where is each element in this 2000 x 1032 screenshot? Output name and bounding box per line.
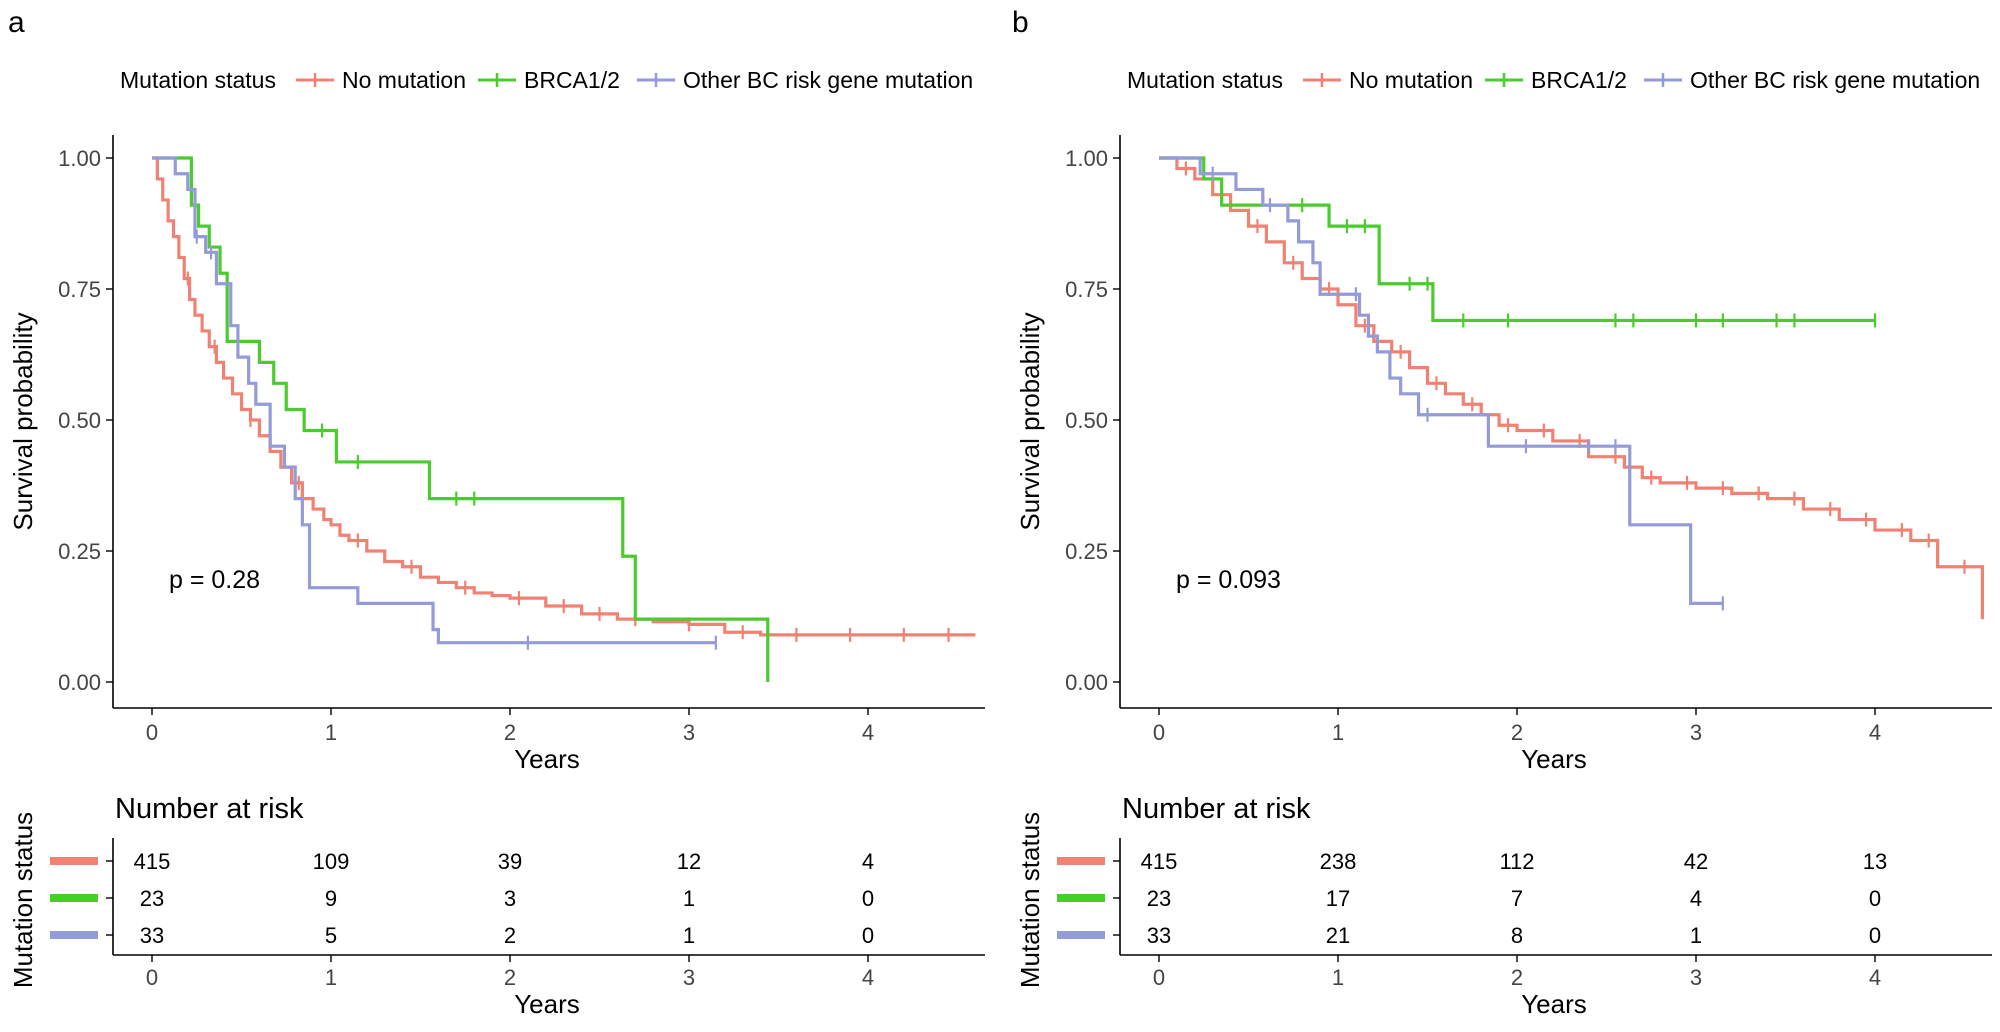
risk-x-tick-label: 1 [325,965,337,990]
risk-x-tick-label: 4 [862,965,874,990]
x-tick-label: 1 [325,720,337,745]
risk-count-no-mutation: 4 [862,849,874,874]
risk-count-other-bc: 1 [1690,923,1702,948]
km-curve-other-bc [1159,156,1723,605]
y-tick-label: 0.25 [58,539,101,564]
panel-a-letter: a [8,6,25,39]
y-tick-label: 1.00 [1065,146,1108,171]
panel-a: a Mutation status No mutation BRCA1/2 Other… [8,6,985,1019]
risk-count-no-mutation: 238 [1320,849,1357,874]
risk-count-no-mutation: 39 [498,849,522,874]
legend-label-brca: BRCA1/2 [1531,67,1627,93]
x-tick-label: 4 [862,720,874,745]
risk-count-other-bc: 1 [683,923,695,948]
risk-count-no-mutation: 112 [1499,849,1534,874]
risk-count-brca: 23 [140,886,164,911]
risk-x-tick-label: 2 [1511,965,1523,990]
y-tick-label: 0.00 [1065,670,1108,695]
risk-x-axis-title: Years [1521,989,1587,1019]
legend-label-no-mutation: No mutation [342,67,466,93]
x-tick-label: 0 [1153,720,1165,745]
plot-b: 0.00 0.25 0.50 0.75 1.00 0 1 2 3 4 Years Survival p… [1015,135,1992,774]
risk-x-axis-title: Years [514,989,580,1019]
legend-a: Mutation status No mutation BRCA1/2 Other B… [120,67,973,93]
km-curve-brca [1159,156,1875,323]
risk-count-no-mutation: 415 [1141,849,1178,874]
x-tick-label: 1 [1332,720,1344,745]
km-curve-other-bc [152,156,716,645]
risk-count-no-mutation: 109 [313,849,350,874]
risk-x-tick-label: 0 [146,965,158,990]
legend-label-brca: BRCA1/2 [524,67,620,93]
risk-y-axis-title: Mutation status [1015,812,1045,988]
legend-title: Mutation status [1127,67,1283,93]
x-axis-title: Years [1521,744,1587,774]
panel-b-letter: b [1012,6,1029,39]
y-tick-label: 0.75 [58,277,101,302]
risk-count-brca: 7 [1511,886,1523,911]
risk-count-brca: 23 [1147,886,1171,911]
p-value-label: p = 0.28 [169,566,260,594]
km-curve-no-mutation [1159,156,1984,620]
legend-b: Mutation status No mutation BRCA1/2 Other B… [1127,67,1980,93]
x-axis-title: Years [514,744,580,774]
x-tick-label: 3 [1690,720,1702,745]
risk-count-no-mutation: 415 [134,849,171,874]
risk-count-other-bc: 0 [1869,923,1881,948]
risk-count-brca: 4 [1690,886,1702,911]
y-tick-label: 0.50 [58,408,101,433]
y-tick-label: 0.00 [58,670,101,695]
plot-a: 0.00 0.25 0.50 0.75 1.00 0 1 2 3 4 Years Survival p… [8,135,985,774]
x-tick-label: 2 [1511,720,1523,745]
risk-x-tick-label: 1 [1332,965,1344,990]
risk-count-brca: 17 [1326,886,1350,911]
y-axis-title: Survival probability [8,312,38,530]
x-tick-label: 0 [146,720,158,745]
risk-count-brca: 9 [325,886,337,911]
risk-x-tick-label: 2 [504,965,516,990]
risk-count-brca: 0 [862,886,874,911]
risk-table-title: Number at risk [115,793,304,825]
x-tick-label: 3 [683,720,695,745]
risk-count-no-mutation: 13 [1863,849,1887,874]
risk-count-other-bc: 33 [1147,923,1171,948]
risk-count-other-bc: 2 [504,923,516,948]
y-tick-label: 0.75 [1065,277,1108,302]
x-tick-label: 2 [504,720,516,745]
risk-x-tick-label: 4 [1869,965,1881,990]
risk-count-other-bc: 33 [140,923,164,948]
legend-label-other-bc: Other BC risk gene mutation [1690,67,1980,93]
risk-count-no-mutation: 12 [677,849,701,874]
risk-table-title: Number at risk [1122,793,1311,825]
panel-b: b Mutation status No mutation BRCA1/2 Other… [1012,6,1992,1019]
km-curve-no-mutation [152,156,976,637]
y-axis-title: Survival probability [1015,312,1045,530]
risk-x-tick-label: 0 [1153,965,1165,990]
risk-y-axis-title: Mutation status [8,812,38,988]
x-tick-label: 4 [1869,720,1881,745]
legend-title: Mutation status [120,67,276,93]
risk-count-other-bc: 0 [862,923,874,948]
risk-count-other-bc: 5 [325,923,337,948]
legend-label-no-mutation: No mutation [1349,67,1473,93]
risk-count-no-mutation: 42 [1684,849,1708,874]
risk-count-other-bc: 21 [1326,923,1350,948]
legend-label-other-bc: Other BC risk gene mutation [683,67,973,93]
risk-count-brca: 1 [683,886,695,911]
y-tick-label: 0.25 [1065,539,1108,564]
risk-x-tick-label: 3 [1690,965,1702,990]
p-value-label: p = 0.093 [1176,566,1281,594]
y-tick-label: 1.00 [58,146,101,171]
risk-x-tick-label: 3 [683,965,695,990]
y-tick-label: 0.50 [1065,408,1108,433]
risk-count-brca: 0 [1869,886,1881,911]
risk-count-brca: 3 [504,886,516,911]
risk-count-other-bc: 8 [1511,923,1523,948]
km-curve-brca [152,156,770,682]
